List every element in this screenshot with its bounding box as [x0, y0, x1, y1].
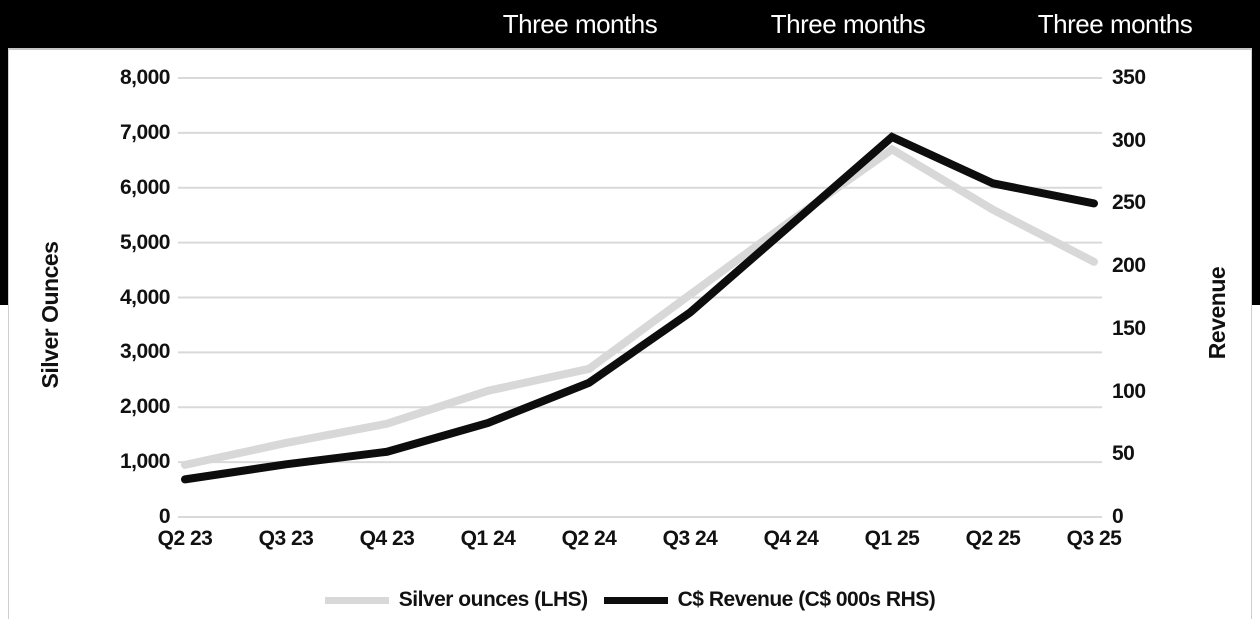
left-axis-tick: 4,000 — [119, 285, 171, 309]
header-column-label: Three months — [1037, 9, 1193, 39]
legend-swatch — [324, 596, 389, 604]
header-column-label: Three months — [770, 9, 926, 39]
right-axis-tick: 200 — [1112, 254, 1146, 278]
chart-legend: Silver ounces (LHS) C$ Revenue (C$ 000s R… — [8, 588, 1252, 612]
left-axis-title: Silver Ounces — [37, 241, 63, 389]
series-line-silver-ounces-lhs — [181, 144, 1098, 469]
right-axis-title: Revenue — [1204, 266, 1230, 360]
legend-label: C$ Revenue (C$ 000s RHS) — [677, 588, 936, 611]
right-axis-tick: 350 — [1112, 66, 1146, 89]
left-axis-tick: 0 — [158, 505, 171, 528]
x-axis-label: Q1 25 — [864, 527, 920, 550]
x-axis-label: Q2 25 — [965, 527, 1021, 550]
header-column-label: Three months — [502, 9, 658, 39]
x-axis-label: Q2 23 — [157, 527, 213, 550]
chart-panel — [8, 48, 1252, 619]
right-axis-tick: 300 — [1112, 128, 1146, 152]
series-line-c-revenue-c-000s-rhs — [181, 132, 1098, 484]
left-axis-tick: 8,000 — [119, 66, 171, 89]
left-axis-tick: 2,000 — [119, 395, 171, 419]
legend-item: Silver ounces (LHS) — [324, 588, 588, 612]
x-axis-label: Q3 24 — [662, 527, 718, 550]
x-axis-label: Q1 24 — [460, 527, 516, 550]
left-axis-tick: 3,000 — [119, 340, 171, 364]
x-axis-label: Q2 24 — [561, 527, 617, 550]
right-axis-tick: 50 — [1112, 442, 1135, 466]
left-axis-tick: 6,000 — [119, 175, 171, 199]
x-axis-label: Q4 23 — [359, 527, 415, 550]
left-axis-tick: 1,000 — [119, 450, 171, 474]
left-axis-tick: 5,000 — [119, 230, 171, 254]
left-axis-tick: 7,000 — [119, 120, 171, 144]
right-axis-tick: 100 — [1112, 379, 1146, 403]
legend-swatch — [603, 596, 668, 604]
legend-item: C$ Revenue (C$ 000s RHS) — [603, 588, 936, 612]
x-axis-label: Q3 23 — [258, 527, 314, 550]
legend-label: Silver ounces (LHS) — [398, 588, 588, 611]
right-axis-tick: 150 — [1112, 316, 1146, 340]
right-axis-tick: 250 — [1112, 191, 1146, 215]
x-axis-label: Q4 24 — [763, 527, 819, 550]
x-axis-label: Q3 25 — [1066, 527, 1122, 550]
right-axis-tick: 0 — [1112, 505, 1124, 528]
